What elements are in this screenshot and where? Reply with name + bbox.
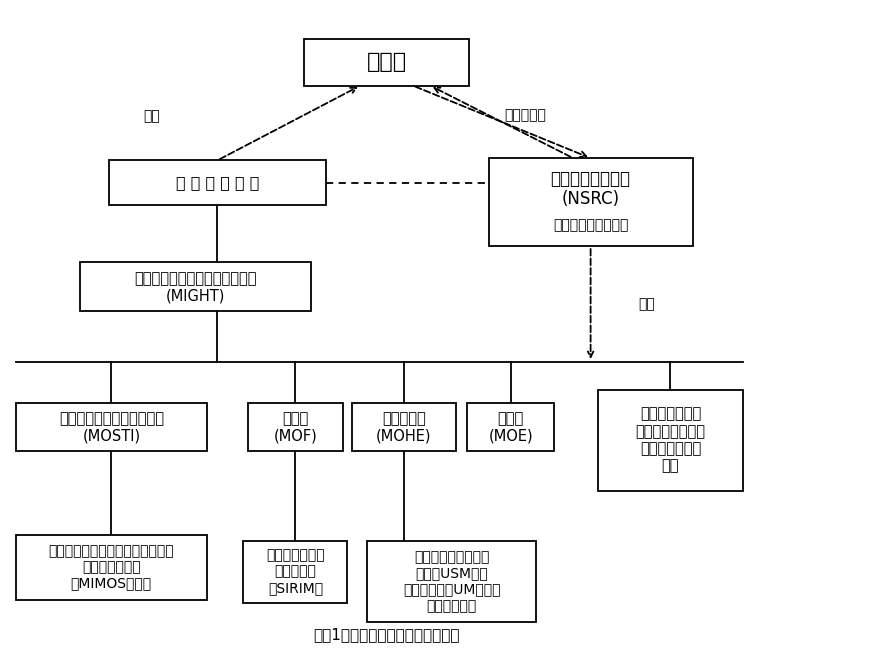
Bar: [16, 535, 206, 600]
Text: 助言: 助言: [144, 110, 160, 124]
Text: マレーシア・ハイテク産官機構
(MIGHT): マレーシア・ハイテク産官機構 (MIGHT): [135, 271, 257, 303]
Bar: [244, 541, 347, 602]
Text: 財務省
(MOF): 財務省 (MOF): [274, 411, 317, 443]
Text: 首　相: 首 相: [367, 52, 407, 72]
Bar: [488, 158, 693, 246]
Text: 首 相 科 学 顧 問: 首 相 科 学 顧 問: [175, 175, 259, 190]
Text: 高等教育省
(MOHE): 高等教育省 (MOHE): [377, 411, 431, 443]
Text: 議長：首相科学顧問: 議長：首相科学顧問: [553, 218, 628, 232]
Bar: [352, 402, 456, 452]
Bar: [597, 390, 743, 491]
Bar: [467, 402, 554, 452]
Bar: [109, 160, 326, 205]
Bar: [367, 541, 536, 622]
Text: 国家科学研究会議
(NSRC): 国家科学研究会議 (NSRC): [550, 170, 631, 208]
Text: 研究技術イノベーション省
(MOSTI): 研究技術イノベーション省 (MOSTI): [58, 411, 164, 443]
Text: 助言: 助言: [639, 297, 656, 311]
Text: マレーシア標準
工業研究所
（SIRIM）: マレーシア標準 工業研究所 （SIRIM）: [266, 549, 324, 595]
Bar: [16, 402, 206, 452]
Bar: [304, 39, 469, 86]
Text: マレーシア科学技術
大学（USM）、
マラヤ大学（UM）ほか
高等教育機関: マレーシア科学技術 大学（USM）、 マラヤ大学（UM）ほか 高等教育機関: [403, 550, 501, 612]
Text: 農業・農業関連
産業省、保健省、
人的資源省ほか
各省: 農業・農業関連 産業省、保健省、 人的資源省ほか 各省: [635, 406, 705, 473]
Text: マレーシア・エレクトロニクス・
システム研究所
（MIMOS）ほか: マレーシア・エレクトロニクス・ システム研究所 （MIMOS）ほか: [49, 544, 175, 591]
Bar: [247, 402, 343, 452]
Text: 諮問・答申: 諮問・答申: [504, 108, 547, 122]
Text: 教育省
(MOE): 教育省 (MOE): [488, 411, 533, 443]
Text: 図表1：科学技術関連の行政組織図: 図表1：科学技術関連の行政組織図: [314, 627, 460, 642]
Bar: [81, 263, 311, 311]
